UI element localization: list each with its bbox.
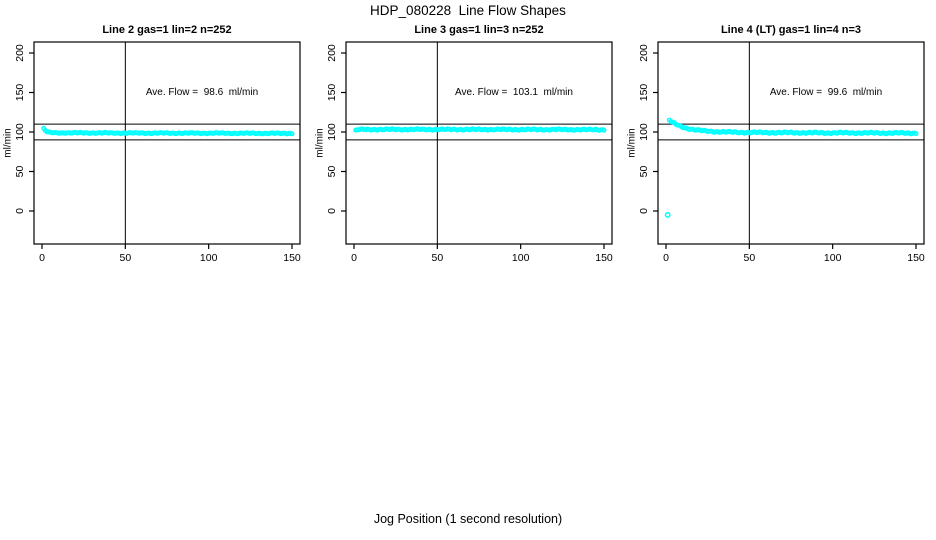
y-tick-label: 0 [14, 208, 26, 214]
x-tick-label: 150 [907, 252, 925, 264]
x-tick-label: 0 [351, 252, 357, 264]
y-axis: 0 50 100 150 200 [326, 44, 346, 214]
y-tick-label: 100 [326, 123, 338, 141]
x-tick-label: 100 [824, 252, 842, 264]
panel-title-line-4: Line 4 (LT) gas=1 lin=4 n=3 [720, 24, 862, 36]
y-tick-label: 50 [326, 166, 338, 178]
y-tick-label: 200 [638, 44, 650, 62]
y-axis-title: ml/min [627, 128, 638, 157]
y-tick-label: 150 [638, 84, 650, 102]
plot-area-line-3: 0 50 100 150 0 50 100 150 200 ml/min [315, 41, 613, 264]
y-tick-label: 150 [326, 84, 338, 102]
y-tick-label: 100 [14, 123, 26, 141]
x-tick-label: 0 [663, 252, 669, 264]
y-tick-label: 200 [326, 44, 338, 62]
plot-area-line-4: 0 50 100 150 0 50 100 150 200 ml/min [627, 41, 925, 264]
x-tick-label: 100 [512, 252, 530, 264]
data-points-flow-shape [666, 117, 919, 137]
x-tick-label: 150 [283, 252, 301, 264]
ave-flow-annotation-line-4: Ave. Flow = 99.6 ml/min [769, 87, 883, 98]
x-tick-label: 100 [200, 252, 218, 264]
x-tick-label: 150 [595, 252, 613, 264]
panel-line-2: Line 2 gas=1 lin=2 n=252 0 50 100 150 0 50 100… [0, 0, 312, 280]
y-tick-label: 0 [326, 208, 338, 214]
plot-area-line-2: 0 50 100 150 0 50 100 150 200 ml/min [3, 41, 301, 264]
y-axis-title: ml/min [3, 128, 14, 157]
data-points-flow-shape [353, 126, 607, 133]
x-tick-label: 50 [743, 252, 755, 264]
ave-flow-annotation-line-2: Ave. Flow = 98.6 ml/min [145, 87, 259, 98]
ave-flow-annotation-line-3: Ave. Flow = 103.1 ml/min [455, 87, 573, 98]
y-axis: 0 50 100 150 200 [14, 44, 34, 214]
x-axis: 0 50 100 150 [39, 244, 301, 264]
y-tick-label: 200 [14, 44, 26, 62]
y-tick-label: 50 [14, 166, 26, 178]
x-tick-label: 50 [119, 252, 131, 264]
panel-line-3: Line 3 gas=1 lin=3 n=252 0 50 100 150 0 50 100… [312, 0, 624, 280]
data-points-startup-outlier [664, 211, 671, 218]
y-tick-label: 0 [638, 208, 650, 214]
y-axis: 0 50 100 150 200 [638, 44, 658, 214]
plot-box [33, 41, 301, 245]
x-axis: 0 50 100 150 [663, 244, 925, 264]
data-points-flow-shape [41, 125, 295, 137]
x-tick-label: 50 [431, 252, 443, 264]
y-tick-label: 50 [638, 166, 650, 178]
panel-title-line-3: Line 3 gas=1 lin=3 n=252 [414, 24, 544, 36]
y-axis-title: ml/min [315, 128, 326, 157]
plot-box [657, 41, 925, 245]
panel-line-4: Line 4 (LT) gas=1 lin=4 n=3 0 50 100 150 0 50… [624, 0, 936, 280]
x-axis-label: Jog Position (1 second resolution) [373, 512, 563, 526]
x-tick-label: 0 [39, 252, 45, 264]
chart-title: HDP_080228 Line Flow Shapes [370, 3, 566, 18]
panel-title-line-2: Line 2 gas=1 lin=2 n=252 [102, 24, 232, 36]
y-tick-label: 150 [14, 84, 26, 102]
y-tick-label: 100 [638, 123, 650, 141]
x-axis: 0 50 100 150 [351, 244, 613, 264]
plot-box [345, 41, 613, 245]
